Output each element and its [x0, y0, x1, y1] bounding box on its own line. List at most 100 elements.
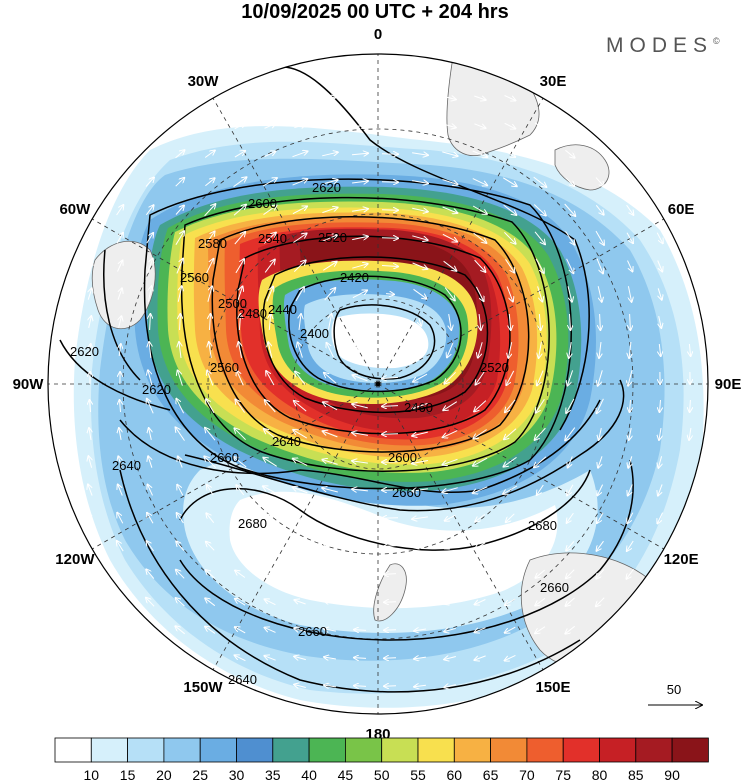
wind-vector: [412, 153, 428, 155]
contour-2660-south: [179, 459, 634, 641]
wind-vector: [294, 600, 306, 604]
wind-vector: [294, 572, 306, 577]
wind-vector: [147, 513, 154, 524]
colorbar-swatch: [562, 737, 600, 763]
wind-vector: [505, 399, 516, 412]
wind-vector: [148, 286, 151, 302]
wind-vector: [565, 177, 575, 186]
wind-vector: [659, 343, 660, 356]
contour-2540: [211, 216, 530, 453]
wind-vector: [329, 314, 332, 330]
wind-vector: [657, 260, 663, 272]
wind-vector: [478, 342, 483, 357]
colorbar-swatch: [127, 737, 165, 763]
globe-outline: [47, 53, 709, 715]
wind-vector: [294, 124, 305, 127]
wind-vector: [412, 208, 428, 211]
wind-vector: [627, 260, 633, 272]
wind-vector: [120, 400, 121, 413]
wind-vector: [533, 176, 547, 187]
wind-vector: [384, 630, 397, 631]
wind-vector: [324, 288, 336, 301]
wind-vector: [264, 429, 277, 440]
wind-vector: [236, 514, 245, 523]
wind-vector: [475, 514, 486, 521]
wind-vector: [175, 231, 184, 246]
wind-vector: [595, 204, 603, 214]
wind-vector: [414, 629, 426, 631]
wind-vector: [535, 258, 544, 273]
wind-vector: [628, 370, 633, 385]
contour-2400: [333, 304, 436, 380]
wind-vector: [444, 628, 456, 631]
wind-speed-shading: [73, 126, 704, 708]
wind-vector: [176, 427, 185, 441]
colorbar-tick-label: 75: [555, 767, 571, 782]
wind-vector: [323, 262, 336, 271]
wind-vector: [268, 342, 273, 358]
shade-core-10: [331, 313, 429, 369]
wind-vector: [292, 151, 308, 158]
colorbar-swatch: [599, 737, 637, 763]
wind-vector: [502, 177, 517, 186]
wind-vector: [444, 97, 456, 100]
wind-vector: [413, 288, 427, 298]
lon-label-30w: 30W: [188, 73, 220, 90]
wind-vector: [352, 209, 368, 211]
lon-label-120e: 120E: [664, 551, 699, 568]
wind-vector: [505, 626, 516, 633]
wind-vector: [237, 286, 243, 302]
wind-vector: [383, 126, 396, 127]
wind-vector: [117, 541, 124, 552]
wind-vector: [206, 399, 215, 414]
wind-vector: [234, 428, 246, 441]
contour-label: 2660: [210, 450, 239, 465]
wind-vector: [322, 152, 338, 157]
wind-vector: [597, 540, 604, 551]
wind-vector: [535, 569, 545, 578]
wind-vector: [90, 400, 91, 413]
longitude-labels: 0 30E 60E 90E 120E 150E 180 150W 120W 90…: [13, 26, 742, 743]
wind-vector: [658, 456, 661, 468]
wind-vector: [473, 457, 488, 466]
wind-vector: [382, 377, 399, 378]
wind-reference-vector: 50: [648, 682, 702, 705]
contour-label: 2680: [528, 518, 557, 533]
wind-vector: [626, 232, 633, 243]
wind-vector: [324, 373, 337, 384]
wind-vector: [629, 341, 631, 358]
wind-vector: [476, 371, 485, 384]
wind-vector: [354, 686, 367, 687]
contour-label: 2660: [298, 624, 327, 639]
wind-vector: [209, 342, 211, 358]
colorbar-swatch: [54, 737, 92, 763]
contour-2620-outer: [269, 66, 590, 431]
colorbar-tick-label: 70: [519, 767, 535, 782]
wind-vector: [299, 314, 301, 330]
colorbar-swatch: [635, 737, 673, 763]
lon-label-30e: 30E: [540, 73, 567, 90]
wind-vector: [265, 543, 276, 550]
wind-vector: [598, 370, 603, 385]
wind-vector: [324, 544, 336, 547]
wind-vector: [239, 342, 242, 358]
colorbar-tick-label: 45: [338, 767, 354, 782]
wind-vector: [690, 399, 691, 412]
wind-vector: [506, 370, 515, 385]
contour-label: 2560: [180, 270, 209, 285]
wind-vector: [505, 654, 516, 660]
map-title: 10/09/2025 00 UTC + 204 hrs: [241, 1, 509, 23]
wind-vector: [148, 370, 153, 386]
wind-vector: [444, 657, 456, 660]
wind-vector: [204, 204, 216, 217]
contour-label: 2640: [272, 434, 301, 449]
wind-vector: [352, 181, 368, 183]
wind-vector: [118, 288, 122, 300]
wind-vector: [234, 151, 245, 158]
wind-vector: [352, 264, 367, 269]
wind-vector: [567, 512, 574, 523]
wind-vector: [535, 598, 546, 605]
wind-vector: [175, 150, 185, 159]
meridian-line: [92, 383, 379, 550]
colorbar-swatch: [453, 737, 491, 763]
